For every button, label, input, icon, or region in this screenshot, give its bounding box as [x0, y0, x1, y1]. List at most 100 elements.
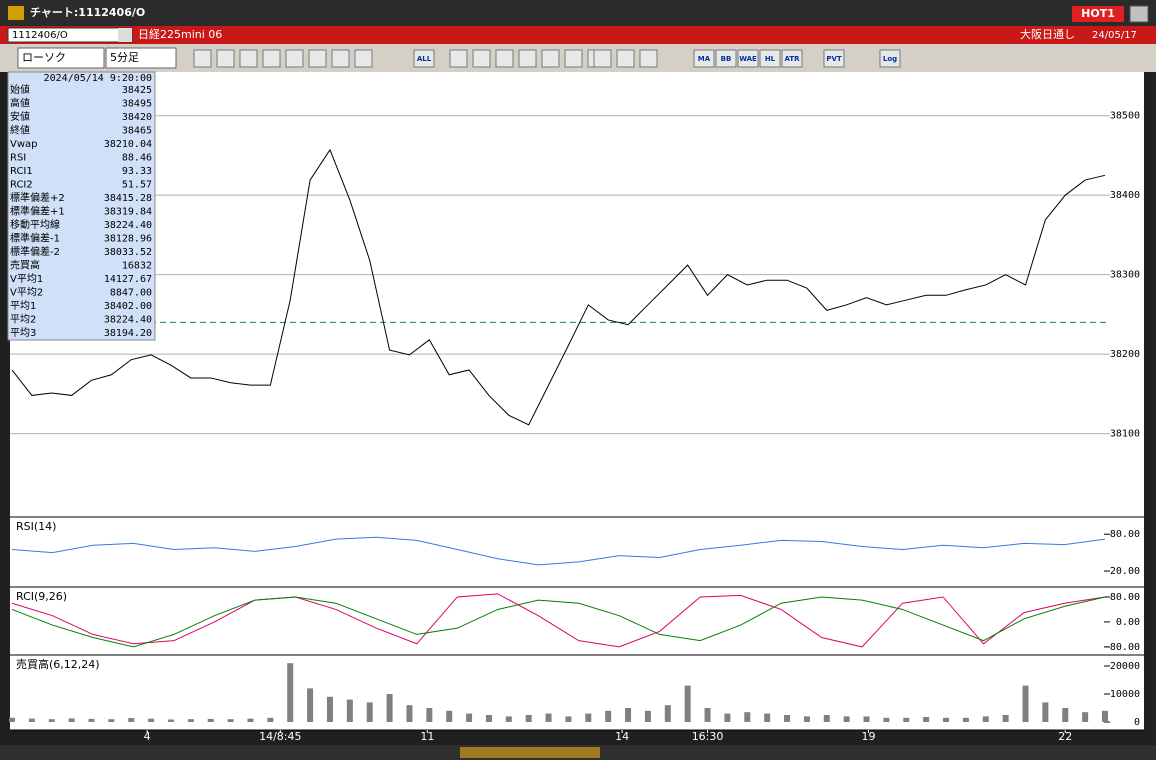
info-label: 標準偏差-1 [10, 232, 60, 245]
volume-bar [1102, 710, 1108, 722]
tool-button[interactable] [715, 49, 737, 68]
tool-button-label: MA [698, 55, 711, 63]
info-label: 売買高 [10, 259, 40, 272]
interval-dropdown[interactable] [105, 47, 177, 69]
volume-bar [406, 705, 413, 722]
info-value: 38194.20 [104, 328, 152, 339]
volume-bar [227, 719, 234, 722]
hot-badge[interactable] [1072, 6, 1124, 22]
info-label: V平均1 [10, 273, 43, 285]
volume-bar [326, 696, 333, 722]
info-label: 始値 [10, 83, 30, 96]
panel-title: RCI(9,26) [16, 590, 67, 603]
info-panel [7, 71, 156, 341]
close-button[interactable] [1129, 5, 1149, 23]
volume-bar [605, 710, 612, 722]
volume-bar [167, 719, 174, 722]
tool-icon[interactable] [308, 49, 327, 68]
tool-icon[interactable] [285, 49, 304, 68]
tool-icon[interactable] [593, 49, 612, 68]
info-label: RCI1 [10, 166, 33, 177]
y-tick-label: 80.00 [1110, 592, 1140, 603]
info-value: 38402.00 [104, 301, 152, 312]
y-tick-label: 0.00 [1116, 617, 1140, 628]
tool-button[interactable] [879, 49, 901, 68]
window-title: チャート:1112406/O [30, 6, 145, 19]
combo-arrow[interactable] [118, 28, 132, 42]
tool-icon[interactable] [639, 49, 658, 68]
scroll-thumb[interactable] [460, 747, 600, 758]
tool-button-label: PVT [826, 55, 842, 63]
volume-bar [108, 719, 115, 722]
volume-bar [784, 714, 791, 722]
volume-bar [565, 716, 572, 722]
volume-bar [1082, 712, 1089, 722]
info-value: 88.46 [122, 153, 152, 164]
symbol-code: 1112406/O [12, 30, 68, 41]
tool-button[interactable] [759, 49, 781, 68]
series-line [11, 596, 1106, 648]
tool-button-label: HL [765, 55, 776, 63]
tool-icon[interactable] [541, 49, 560, 68]
volume-bar [466, 713, 473, 722]
volume-bar [525, 714, 532, 722]
tool-button[interactable] [781, 49, 803, 68]
x-tick-label: 16:30 [692, 730, 724, 743]
tool-button-label: WAE [739, 55, 757, 63]
tool-button-label: ATR [784, 55, 800, 63]
x-tick-label: 11 [420, 730, 434, 743]
panel-title: 売買高(6,12,24) [16, 657, 100, 671]
y-tick-label: 38100 [1110, 429, 1140, 440]
volume-bar [128, 718, 135, 722]
info-label: RSI [10, 153, 26, 164]
info-label: 標準偏差-2 [10, 245, 60, 258]
volume-bar [843, 716, 850, 722]
y-tick-label: 38400 [1110, 190, 1140, 201]
info-label: RCI2 [10, 180, 33, 191]
volume-bar [823, 714, 830, 722]
tool-icon[interactable] [518, 49, 537, 68]
info-value: 51.57 [122, 180, 152, 191]
tool-button[interactable] [823, 49, 845, 68]
tool-button[interactable] [693, 49, 715, 68]
axis-area [1108, 72, 1144, 730]
tool-icon[interactable] [564, 49, 583, 68]
tool-icon[interactable] [449, 49, 468, 68]
volume-bar [625, 707, 632, 722]
y-tick-label: -80.00 [1104, 642, 1140, 653]
volume-bar [704, 707, 711, 722]
volume-bar [803, 716, 810, 722]
tool-icon[interactable] [193, 49, 212, 68]
volume-bar [148, 718, 155, 722]
volume-bar [346, 699, 353, 722]
x-tick-label: 14 [615, 730, 629, 743]
tool-icon[interactable] [495, 49, 514, 68]
volume-bar [923, 716, 930, 722]
y-tick-label: 38300 [1110, 270, 1140, 281]
volume-bar [446, 710, 453, 722]
volume-bar [724, 713, 731, 722]
tool-icon[interactable] [262, 49, 281, 68]
tool-icon[interactable] [354, 49, 373, 68]
volume-bar [505, 716, 512, 722]
tool-button-label: Log [883, 55, 897, 63]
tool-icon[interactable] [216, 49, 235, 68]
volume-bar [287, 663, 294, 722]
tool-icon[interactable] [616, 49, 635, 68]
tool-icon[interactable] [331, 49, 350, 68]
info-label: 標準偏差+1 [10, 205, 65, 218]
x-tick-label: 4 [144, 730, 151, 743]
tool-icon[interactable] [239, 49, 258, 68]
info-label: V平均2 [10, 287, 43, 299]
volume-bar [485, 714, 492, 722]
info-timestamp: 2024/05/14 9:20:00 [44, 73, 152, 84]
style-dropdown[interactable] [17, 47, 105, 69]
tool-button[interactable] [413, 49, 435, 68]
tool-button[interactable] [737, 49, 759, 68]
tool-icon[interactable] [472, 49, 491, 68]
volume-bar [585, 713, 592, 722]
info-label: 平均3 [10, 327, 36, 339]
volume-bar [386, 693, 393, 722]
info-value: 38224.40 [104, 220, 152, 231]
